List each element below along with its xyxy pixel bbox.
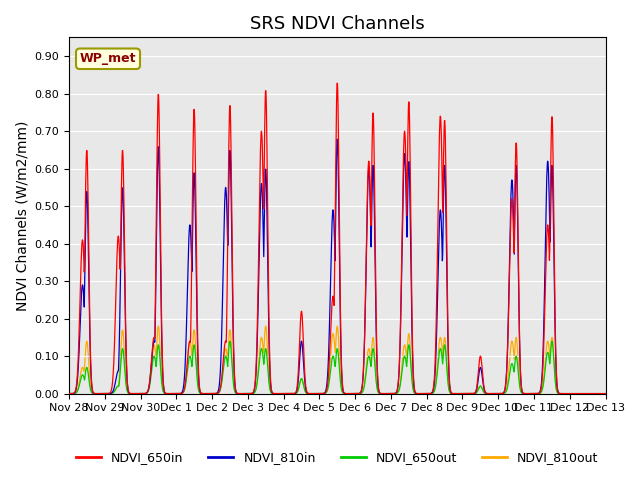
Text: WP_met: WP_met — [80, 52, 136, 65]
Legend: NDVI_650in, NDVI_810in, NDVI_650out, NDVI_810out: NDVI_650in, NDVI_810in, NDVI_650out, NDV… — [71, 446, 604, 469]
Title: SRS NDVI Channels: SRS NDVI Channels — [250, 15, 424, 33]
Y-axis label: NDVI Channels (W/m2/mm): NDVI Channels (W/m2/mm) — [15, 120, 29, 311]
